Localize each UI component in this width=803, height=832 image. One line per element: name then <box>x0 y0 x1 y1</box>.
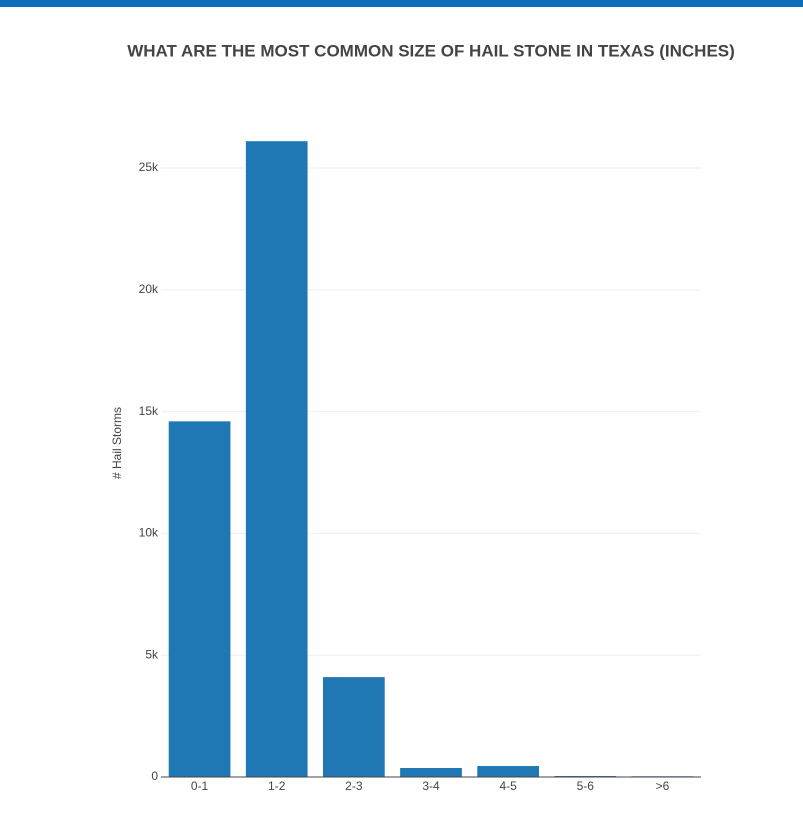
y-tick-label: 25k <box>139 160 159 174</box>
x-tick-label: 0-1 <box>191 779 209 793</box>
bar <box>245 141 308 778</box>
top-bar <box>0 0 803 7</box>
x-tick-label: 4-5 <box>499 779 517 793</box>
y-axis-label: # Hail Storms <box>110 407 124 479</box>
y-tick-label: 5k <box>145 647 159 661</box>
y-tick-label: 0 <box>151 769 158 783</box>
bar <box>477 766 539 777</box>
bar <box>400 767 462 777</box>
x-tick-label: 1-2 <box>268 779 286 793</box>
y-tick-label: 20k <box>139 282 159 296</box>
x-tick-label: 2-3 <box>345 779 363 793</box>
bar <box>323 677 385 777</box>
x-tick-label: 5-6 <box>577 779 595 793</box>
chart-title: WHAT ARE THE MOST COMMON SIZE OF HAIL ST… <box>127 41 735 60</box>
y-tick-label: 15k <box>139 404 159 418</box>
y-tick-label: 10k <box>139 526 159 540</box>
bar <box>168 421 231 777</box>
x-tick-label: >6 <box>656 779 670 793</box>
x-tick-label: 3-4 <box>422 779 440 793</box>
